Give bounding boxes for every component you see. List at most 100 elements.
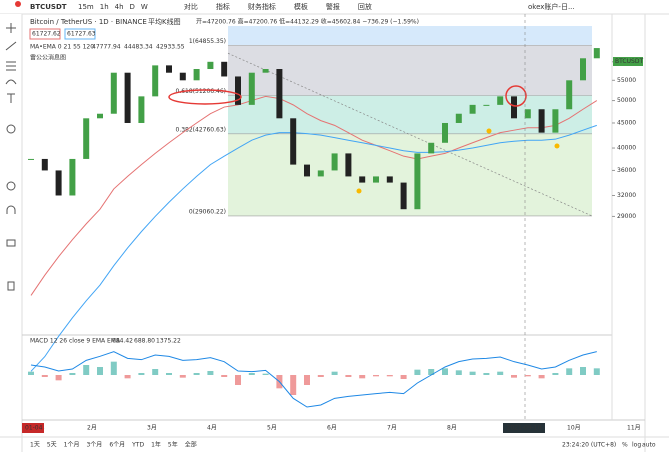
candle: [276, 69, 283, 119]
icon-line: [5, 41, 17, 51]
fib-label: 0(29060.22): [189, 208, 226, 215]
fib-label: 1(64855.35): [189, 38, 226, 45]
buy-price[interactable]: 61727.63: [67, 31, 96, 38]
macd-bar: [55, 375, 62, 381]
range-button[interactable]: 5年: [168, 441, 178, 449]
marker-dot: [486, 128, 492, 134]
macd-bar: [207, 371, 214, 375]
toolbar-button[interactable]: 财务指标: [248, 2, 276, 11]
macd-bar: [193, 373, 200, 375]
candle: [152, 65, 159, 97]
macd-bar: [317, 375, 324, 377]
macd-bar: [400, 375, 407, 379]
x-tick-label: 4月: [207, 425, 217, 432]
macd-bar: [580, 367, 586, 375]
y-tick-label: 45000: [617, 119, 636, 126]
symbol-tag: BTCUSDT: [615, 58, 643, 65]
clock: 23:24:20 (UTC+8): [562, 442, 616, 449]
candle: [580, 58, 586, 81]
macd-bar: [152, 369, 159, 375]
macd-bar: [359, 375, 366, 379]
candle: [83, 118, 90, 159]
candle: [442, 122, 448, 143]
indicator-value: 684.42: [112, 338, 133, 345]
tool-icons: [5, 23, 17, 291]
scale-mode[interactable]: auto: [642, 442, 656, 449]
macd-bar: [262, 373, 269, 375]
x-tick-label: 10月: [567, 425, 581, 432]
toolbar-button[interactable]: 警报: [326, 2, 340, 11]
scale-mode[interactable]: %: [622, 442, 628, 449]
ohlc-readout: 开=47200.76 高=47200.76 低=44132.29 收=45602…: [196, 18, 419, 26]
price-tag-bg: [64, 28, 96, 40]
indicator-label: MA•EMA 0 21 55 120: [30, 44, 94, 51]
macd-bar: [83, 365, 90, 375]
candle: [469, 104, 476, 114]
candle: [331, 153, 338, 171]
range-button[interactable]: 1天: [30, 442, 40, 449]
macd-bar: [469, 371, 476, 375]
macd-bar: [124, 375, 131, 379]
sell-price[interactable]: 61727.62: [32, 31, 61, 38]
candle: [41, 158, 48, 171]
candle: [359, 176, 366, 183]
y-tick-label: 55000: [617, 77, 636, 84]
candle: [497, 96, 504, 105]
indicator-note: 雷公公消息图: [30, 54, 66, 62]
candle: [428, 142, 435, 154]
toolbar-button[interactable]: 模板: [294, 2, 308, 11]
range-button[interactable]: 1个月: [64, 442, 80, 449]
candle: [69, 158, 76, 196]
candle: [400, 182, 407, 210]
interval-button[interactable]: W: [141, 3, 148, 11]
highlight-ellipse: [168, 89, 242, 105]
x-tick-label: 11月: [627, 425, 641, 432]
toolbar-button[interactable]: 回放: [358, 2, 372, 11]
macd-bar: [28, 371, 34, 375]
fib-zone: [228, 45, 592, 96]
icon-lock: [6, 239, 16, 247]
macd-bar: [345, 375, 352, 377]
candle: [138, 96, 145, 123]
layout-name[interactable]: okex账户-日...: [528, 2, 575, 11]
y-tick-label: 36000: [617, 167, 636, 174]
candle: [566, 80, 573, 110]
scale-mode[interactable]: log: [632, 442, 641, 449]
icon-emoji: [6, 124, 16, 134]
fib-zone: [228, 26, 592, 46]
range-button[interactable]: 3个月: [86, 442, 102, 449]
interval-button[interactable]: 15m: [78, 3, 94, 11]
macd-bar: [428, 369, 435, 375]
indicator-value: 47777.94: [92, 44, 121, 51]
toolbar-button[interactable]: 对比: [184, 2, 198, 11]
range-button[interactable]: YTD: [131, 442, 144, 449]
ma-line: [30, 124, 597, 372]
candle: [179, 72, 186, 81]
x-tick-label: 01-04: [25, 425, 43, 432]
icon-brush: [5, 79, 17, 85]
toolbar-button[interactable]: 指标: [216, 2, 230, 11]
interval-button[interactable]: 4h: [115, 3, 124, 11]
indicator-value: 44483.34: [124, 44, 153, 51]
candle: [483, 104, 490, 106]
interval-button[interactable]: D: [130, 3, 135, 11]
range-button[interactable]: 1年: [151, 441, 161, 449]
macd-bar: [414, 369, 421, 375]
macd-bar: [69, 373, 76, 375]
range-button[interactable]: 6个月: [109, 442, 125, 449]
indicator-value: 688.80: [134, 338, 155, 345]
range-button[interactable]: 全部: [185, 441, 197, 449]
candle: [124, 72, 131, 123]
x-tick-label: 6月: [327, 425, 337, 432]
macd-bar: [248, 373, 255, 375]
symbol-search[interactable]: BTCUSDT: [30, 3, 67, 11]
candle: [414, 153, 421, 210]
candle: [193, 69, 200, 81]
range-button[interactable]: 5天: [47, 442, 57, 449]
macd-bar: [524, 375, 531, 377]
fib-label: 0.618(51206.46): [176, 88, 227, 95]
macd-bar: [386, 375, 393, 377]
x-tick-label: 2月: [87, 425, 97, 432]
interval-button[interactable]: 1h: [100, 3, 109, 11]
candle: [235, 76, 241, 105]
